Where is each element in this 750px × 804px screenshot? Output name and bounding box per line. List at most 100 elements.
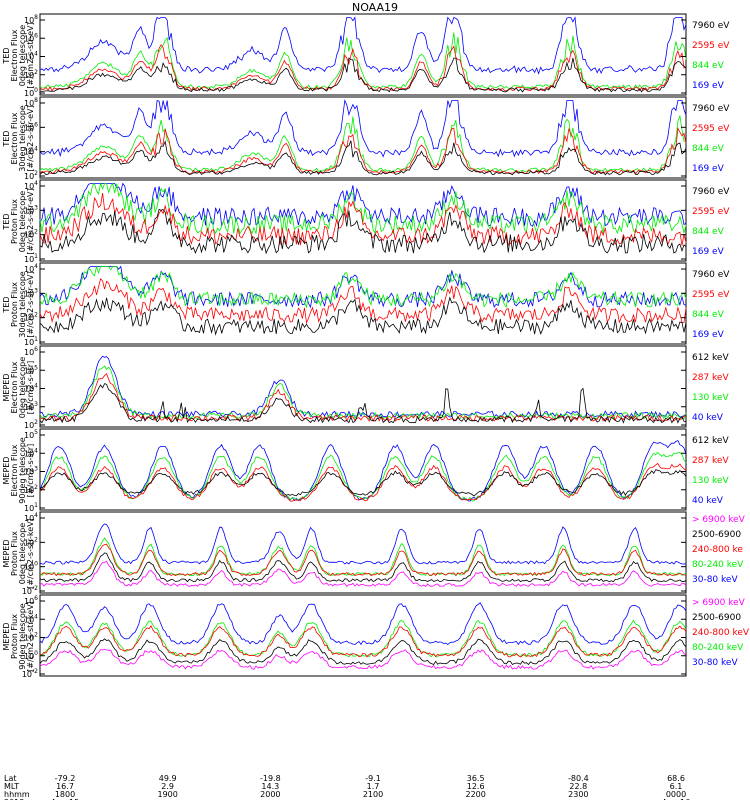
x-axis-value: -80.4	[568, 774, 589, 783]
legend-entry: 844 eV	[692, 227, 725, 237]
series-red	[39, 543, 687, 577]
y-tick-label: 101	[24, 253, 38, 264]
x-axis-value: -9.1	[365, 774, 381, 783]
legend-entry: 169 eV	[692, 164, 725, 174]
y-tick-label: 103	[24, 466, 38, 477]
legend-entry: 2500-6900	[692, 530, 741, 540]
y-axis-label: [#/cm2-s-str-keV]	[26, 518, 35, 589]
y-axis-label: MEPED	[2, 623, 11, 651]
y-axis-label: MEPED	[2, 374, 11, 402]
series-black	[39, 552, 687, 583]
y-axis-label: [#/cm2-s-str-eV]	[26, 271, 35, 337]
y-axis-label: [#/cm2-s-str-keV]	[26, 601, 35, 672]
y-axis-label: 0deg telescope	[18, 191, 27, 252]
y-tick-label: 104	[24, 146, 38, 157]
legend-entry: 287 keV	[692, 456, 729, 466]
panel-3: 101 102 103 104 TED Proton Flux 0deg telescope…	[2, 179, 730, 264]
series-blue	[39, 265, 687, 309]
series-green	[39, 264, 687, 309]
y-tick-label: 102	[24, 229, 38, 240]
x-axis-value: 68.6	[667, 774, 685, 783]
legend-entry: 130 keV	[692, 476, 729, 486]
legend-entry: 130 keV	[692, 393, 729, 403]
y-tick-label: 108	[24, 14, 38, 25]
series-green	[39, 182, 687, 236]
y-tick-label: 100	[24, 650, 38, 661]
y-tick-label: 106	[24, 121, 38, 132]
y-tick-label: 102	[24, 170, 38, 181]
y-axis-label: Electron Flux	[10, 444, 19, 496]
series-black	[39, 57, 687, 93]
y-tick-label: 104	[24, 51, 38, 62]
series-green	[39, 619, 687, 658]
x-axis-value: 2100	[363, 790, 383, 799]
legend-entry: 844 eV	[692, 61, 725, 71]
legend-entry: 2595 eV	[692, 41, 730, 51]
series-green	[39, 32, 687, 90]
y-axis-label: TED	[2, 47, 11, 64]
legend-entry: 612 keV	[692, 353, 729, 363]
y-axis-label: [#/cm2-s-str-eV]	[26, 188, 35, 254]
y-axis-label: Electron Flux	[10, 361, 19, 413]
y-axis-label: [#/cm2-s-str]	[26, 361, 35, 414]
x-axis-value: 22.8	[569, 782, 587, 791]
legend-entry: 169 eV	[692, 330, 725, 340]
legend-entry: 7960 eV	[692, 270, 730, 280]
y-tick-label: 106	[24, 32, 38, 43]
y-axis-label: TED	[2, 130, 11, 147]
series-red	[39, 44, 687, 92]
series-black	[39, 469, 687, 497]
series-red	[39, 373, 687, 423]
y-axis-label: 0deg telescope	[18, 357, 27, 418]
panel-frame	[39, 345, 687, 428]
x-axis-row-label: hhmm	[4, 790, 30, 799]
legend-entry: 240-800 keV	[692, 628, 750, 638]
panel-4: 101 102 103 104 TED Proton Flux 30deg telescop…	[2, 262, 730, 347]
y-tick-label: 105	[24, 429, 38, 440]
chart-title: NOAA19	[352, 1, 398, 14]
y-tick-label: 101	[24, 502, 38, 513]
x-axis-value: 49.9	[159, 774, 177, 783]
legend-entry: 7960 eV	[692, 104, 730, 114]
legend-entry: 40 keV	[692, 413, 724, 423]
series-red	[39, 462, 687, 502]
legend-entry: 240-800 ke	[692, 545, 743, 555]
y-tick-label: 103	[24, 204, 38, 215]
legend-entry: 844 eV	[692, 144, 725, 154]
panel-frame	[39, 262, 687, 345]
panel-frame	[39, 511, 687, 594]
panel-2: 102 104 106 108 TED Electron Flux 30deg telesc…	[2, 96, 730, 181]
legend-entry: 40 keV	[692, 496, 724, 506]
legend-entry: > 6900 keV	[692, 515, 746, 525]
x-axis-value: 36.5	[467, 774, 485, 783]
y-axis-label: [#/cm2-s-str]	[26, 444, 35, 497]
legend-entry: 2595 eV	[692, 207, 730, 217]
legend-entry: 844 eV	[692, 310, 725, 320]
series-red	[39, 624, 687, 658]
y-tick-label: 108	[24, 97, 38, 108]
y-tick-label: 102	[24, 69, 38, 80]
y-axis-label: MEPED	[2, 540, 11, 568]
panel-1: 100 102 104 106 108 TED Electron Flux 0deg tele…	[2, 13, 730, 98]
legend-entry: 612 keV	[692, 436, 729, 446]
series-magenta	[39, 560, 687, 587]
y-axis-label: 30deg telescope	[18, 105, 27, 172]
x-axis-value: 2300	[568, 790, 588, 799]
y-tick-label: 104	[24, 180, 38, 191]
y-axis-label: Proton Flux	[10, 282, 19, 327]
panel-frame	[39, 594, 687, 677]
y-tick-label: 102	[24, 312, 38, 323]
y-tick-label: 106	[24, 595, 38, 606]
x-axis-value: 2.9	[161, 782, 174, 791]
y-axis-label: Proton Flux	[10, 614, 19, 659]
legend-entry: 2595 eV	[692, 290, 730, 300]
panel-frame	[39, 13, 687, 96]
series-black	[39, 208, 687, 255]
y-tick-label: 101	[24, 336, 38, 347]
panel-6: 101 102 103 104 105 MEPED Electron Flux 90deg t…	[2, 428, 729, 513]
panel-8: 10-2 100 102 104 106 MEPED Proton Flux 90deg te…	[2, 594, 750, 679]
series-blue	[39, 440, 687, 502]
y-tick-label: 103	[24, 401, 38, 412]
legend-entry: 30-80 keV	[692, 658, 738, 668]
